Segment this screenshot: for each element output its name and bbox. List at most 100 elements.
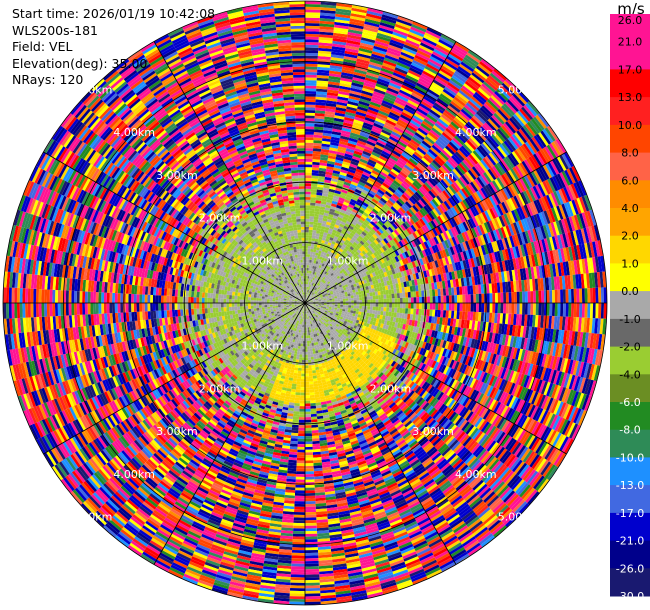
velocity-gate bbox=[332, 43, 346, 48]
velocity-gate bbox=[373, 239, 379, 245]
velocity-gate bbox=[345, 305, 349, 308]
velocity-gate bbox=[437, 168, 447, 178]
velocity-gate bbox=[386, 307, 390, 312]
velocity-gate bbox=[388, 269, 393, 276]
velocity-gate bbox=[306, 273, 309, 276]
velocity-gate bbox=[316, 227, 321, 232]
velocity-gate bbox=[410, 303, 414, 309]
velocity-gate bbox=[452, 168, 462, 179]
velocity-gate bbox=[502, 122, 515, 136]
velocity-gate bbox=[377, 310, 381, 315]
velocity-gate bbox=[379, 186, 387, 194]
velocity-gate bbox=[448, 185, 457, 195]
velocity-gate bbox=[316, 186, 324, 191]
velocity-gate bbox=[346, 243, 352, 249]
velocity-gate bbox=[363, 186, 371, 193]
velocity-gate bbox=[404, 148, 414, 156]
velocity-gate bbox=[324, 249, 329, 254]
velocity-gate bbox=[311, 276, 314, 280]
velocity-gate bbox=[360, 204, 368, 210]
velocity-gate bbox=[372, 167, 382, 174]
velocity-gate bbox=[387, 254, 393, 260]
velocity-gate bbox=[437, 41, 452, 52]
velocity-gate bbox=[500, 159, 511, 172]
velocity-gate bbox=[350, 160, 359, 166]
velocity-gate bbox=[439, 67, 453, 78]
velocity-gate bbox=[366, 111, 378, 118]
velocity-gate bbox=[314, 287, 317, 291]
velocity-gate bbox=[312, 280, 315, 284]
velocity-gate bbox=[314, 272, 317, 276]
velocity-gate bbox=[421, 296, 425, 303]
velocity-gate bbox=[362, 276, 366, 281]
velocity-gate bbox=[311, 170, 319, 174]
velocity-gate bbox=[410, 64, 424, 73]
velocity-gate bbox=[516, 89, 530, 103]
velocity-gate bbox=[520, 219, 528, 232]
velocity-gate bbox=[325, 238, 330, 243]
velocity-gate bbox=[396, 261, 402, 267]
velocity-gate bbox=[352, 241, 358, 247]
velocity-gate bbox=[467, 183, 476, 194]
velocity-gate bbox=[381, 303, 384, 308]
velocity-gate bbox=[414, 85, 428, 94]
velocity-gate bbox=[305, 134, 314, 138]
velocity-gate bbox=[537, 183, 546, 197]
velocity-gate bbox=[332, 172, 340, 177]
velocity-gate bbox=[364, 275, 369, 280]
velocity-gate bbox=[393, 243, 400, 250]
velocity-gate bbox=[592, 287, 596, 303]
velocity-gate bbox=[354, 203, 361, 209]
velocity-gate bbox=[338, 143, 348, 149]
velocity-gate bbox=[374, 270, 379, 276]
velocity-gate bbox=[386, 188, 394, 196]
velocity-gate bbox=[449, 246, 455, 256]
velocity-gate bbox=[341, 264, 346, 269]
velocity-gate bbox=[378, 72, 392, 80]
velocity-gate bbox=[385, 255, 390, 261]
velocity-gate bbox=[361, 34, 377, 41]
velocity-gate bbox=[332, 125, 343, 131]
velocity-gate bbox=[425, 223, 433, 231]
velocity-gate bbox=[469, 217, 477, 228]
velocity-gate bbox=[377, 220, 384, 227]
velocity-gate bbox=[374, 85, 387, 93]
velocity-gate bbox=[359, 303, 363, 306]
velocity-gate bbox=[458, 163, 468, 173]
velocity-gate bbox=[380, 307, 384, 312]
velocity-gate bbox=[325, 272, 329, 276]
velocity-gate bbox=[481, 223, 488, 234]
velocity-gate bbox=[327, 216, 333, 221]
velocity-gate bbox=[527, 303, 531, 315]
velocity-gate bbox=[501, 105, 513, 118]
velocity-gate bbox=[486, 99, 500, 111]
velocity-gate bbox=[413, 57, 428, 66]
velocity-gate bbox=[424, 93, 437, 103]
velocity-gate bbox=[382, 182, 390, 189]
velocity-gate bbox=[413, 87, 426, 96]
velocity-gate bbox=[318, 277, 322, 281]
velocity-gate bbox=[356, 198, 364, 205]
velocity-gate bbox=[381, 65, 395, 73]
velocity-gate bbox=[307, 299, 310, 302]
velocity-gate bbox=[369, 61, 383, 68]
velocity-gate bbox=[397, 198, 405, 205]
velocity-gate bbox=[327, 84, 340, 89]
velocity-gate bbox=[367, 282, 371, 287]
velocity-gate bbox=[362, 87, 374, 94]
velocity-gate bbox=[523, 104, 536, 119]
velocity-gate bbox=[305, 164, 313, 168]
velocity-gate bbox=[457, 112, 469, 124]
velocity-gate bbox=[470, 294, 474, 303]
velocity-gate bbox=[368, 255, 374, 261]
velocity-gate bbox=[397, 298, 401, 303]
velocity-gate bbox=[462, 294, 466, 303]
velocity-gate bbox=[382, 126, 393, 134]
velocity-gate bbox=[370, 303, 373, 307]
velocity-gate bbox=[306, 270, 309, 274]
velocity-gate bbox=[546, 144, 557, 159]
velocity-gate bbox=[348, 23, 364, 30]
velocity-gate bbox=[450, 77, 464, 88]
velocity-gate bbox=[428, 190, 436, 199]
velocity-gate bbox=[324, 293, 328, 296]
